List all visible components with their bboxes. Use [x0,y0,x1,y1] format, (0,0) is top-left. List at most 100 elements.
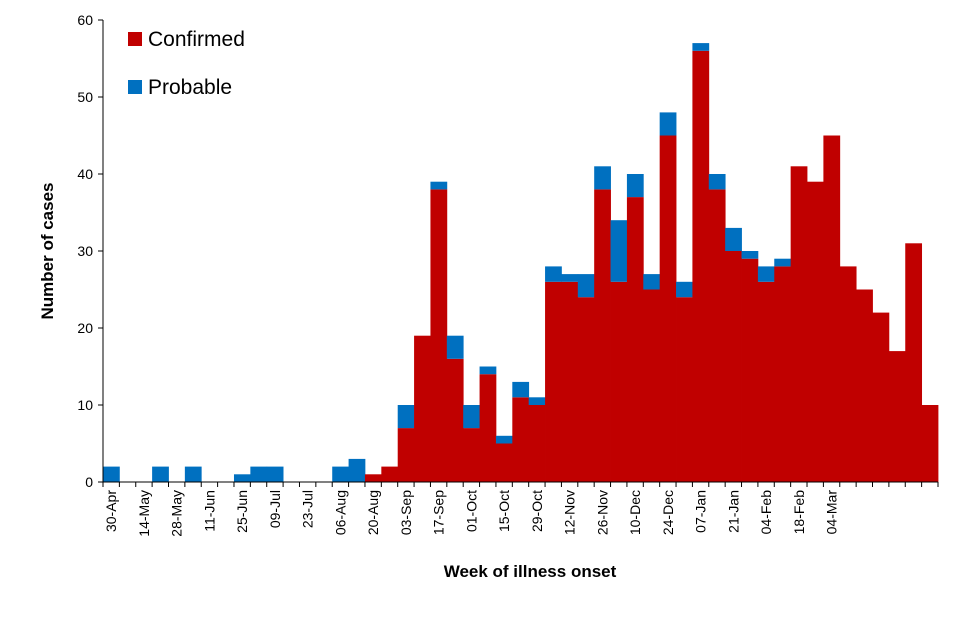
x-tick-label: 03-Sep [398,490,414,535]
x-tick-label: 17-Sep [431,490,447,535]
bar-probable-18 [397,405,415,429]
bar-confirmed-42 [790,166,808,483]
bar-confirmed-46 [856,289,873,482]
bar-probable-40 [757,266,775,282]
x-tick-label: 06-Aug [332,490,348,535]
bar-confirmed-19 [414,335,431,482]
legend-label-probable: Probable [148,76,232,99]
bar-confirmed-47 [872,312,890,482]
bar-probable-20 [430,181,448,190]
y-tick-label: 40 [77,166,93,182]
bar-probable-26 [528,397,546,405]
bar-probable-32 [626,174,644,198]
x-tick-label: 21-Jan [725,490,741,533]
legend: Confirmed Probable [128,28,245,99]
bar-probable-25 [512,381,530,398]
bar-probable-10 [266,466,284,482]
x-axis-title: Week of illness onset [444,562,617,581]
bar-confirmed-36 [692,50,710,483]
legend-swatch-probable [128,80,142,94]
bar-probable-34 [659,112,677,136]
x-tick-label: 26-Nov [594,490,610,535]
x-tick-label: 10-Dec [627,490,643,535]
bar-confirmed-35 [676,297,693,482]
bar-confirmed-28 [561,281,579,482]
y-tick-label: 20 [77,320,93,336]
x-tick-label: 20-Aug [365,490,381,535]
x-tick-label: 09-Jul [267,490,283,528]
bar-probable-9 [250,466,268,482]
bar-confirmed-43 [807,181,824,482]
bar-confirmed-25 [512,397,530,482]
bar-confirmed-31 [610,281,628,482]
bar-confirmed-49 [905,243,923,482]
bar-probable-35 [676,281,693,298]
legend-swatch-confirmed [128,32,142,46]
x-tick-label: 30-Apr [103,490,119,532]
bar-probable-39 [741,251,759,259]
ticks-group: 0 10 20 30 40 50 60 30-Apr 14-May 28-May 11-Jun 25-… [77,12,939,537]
bar-probable-28 [561,274,579,282]
bar-confirmed-30 [594,189,611,482]
bar-probable-37 [708,174,726,190]
bar-probable-5 [184,466,202,482]
x-tick-label: 11-Jun [201,490,217,532]
bar-confirmed-23 [479,374,497,482]
bar-confirmed-18 [397,428,415,482]
x-tick-label: 25-Jun [234,490,250,533]
y-tick-label: 10 [77,397,93,413]
bar-confirmed-45 [839,266,857,482]
bar-confirmed-21 [446,358,464,482]
bars-group [103,43,939,483]
bar-confirmed-34 [659,135,677,482]
bar-confirmed-16 [364,474,382,482]
x-tick-label: 14-May [136,490,152,537]
bar-confirmed-37 [708,189,726,482]
bar-probable-23 [479,366,497,375]
x-tick-label: 29-Oct [529,490,545,532]
bar-probable-24 [495,435,513,444]
bar-confirmed-39 [741,258,759,482]
bar-probable-33 [643,274,661,290]
x-tick-label: 24-Dec [660,490,676,535]
bar-confirmed-38 [725,251,742,482]
bar-probable-38 [725,227,742,251]
bar-probable-15 [348,458,366,482]
bar-probable-27 [545,266,562,282]
bar-probable-36 [692,43,710,51]
bar-probable-3 [152,466,169,482]
bar-probable-0 [103,466,120,482]
x-tick-label: 18-Feb [791,490,807,535]
bar-confirmed-48 [888,351,906,482]
bar-confirmed-29 [577,297,595,482]
bar-confirmed-26 [528,405,546,482]
x-tick-label: 01-Oct [463,490,479,532]
x-tick-label: 23-Jul [300,490,316,528]
legend-label-confirmed: Confirmed [148,28,245,51]
bar-confirmed-27 [545,281,562,482]
bar-confirmed-33 [643,289,661,482]
bar-probable-8 [233,474,251,482]
bar-probable-30 [594,166,611,190]
bar-confirmed-40 [757,281,775,482]
x-tick-label: 12-Nov [562,490,578,535]
y-tick-label: 50 [77,89,93,105]
y-axis-title: Number of cases [38,183,57,320]
x-tick-label: 15-Oct [496,490,512,532]
y-tick-label: 30 [77,243,93,259]
bar-confirmed-17 [381,466,399,482]
y-tick-label: 60 [77,12,93,28]
bar-probable-31 [610,220,628,282]
bar-probable-22 [463,405,480,429]
x-tick-label: 07-Jan [693,490,709,533]
bar-probable-21 [446,335,464,359]
bar-confirmed-22 [463,428,480,482]
bar-probable-14 [332,466,349,482]
bar-probable-29 [577,274,595,298]
x-tick-label: 28-May [169,490,185,537]
x-tick-label: 04-Feb [758,490,774,535]
bar-probable-41 [774,258,792,267]
bar-confirmed-24 [495,443,513,482]
